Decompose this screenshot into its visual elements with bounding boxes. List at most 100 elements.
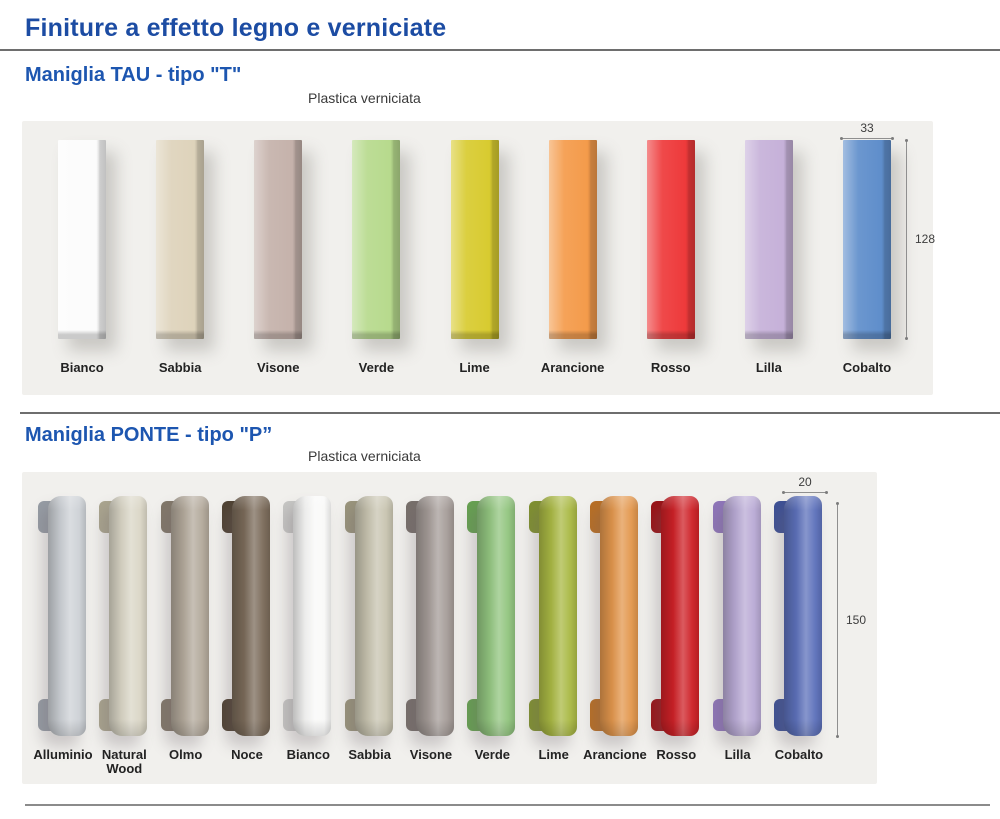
finish-label: Arancione (540, 360, 605, 375)
finish-label: Sabbia (158, 360, 202, 375)
finish-label: Sabbia (348, 747, 391, 762)
tau-handle-swatch (58, 140, 106, 339)
handle-face (48, 496, 86, 736)
handle-face (599, 496, 638, 736)
ponte-handle-swatch (220, 496, 274, 736)
handle-face (109, 496, 148, 736)
width-dimension-value: 20 (798, 475, 812, 489)
swatch-panel-ponte: Alluminio Natural Wood Olmo Noce Bianco Sabbi… (22, 472, 877, 784)
handle-face (231, 496, 270, 736)
section-heading-tau: Maniglia TAU - tipo "T" (25, 64, 242, 86)
tau-handle-swatch (548, 140, 597, 339)
finish-label: Lime (459, 360, 490, 375)
height-dimension-ponte: 150 (836, 502, 867, 738)
page-bottom-divider (25, 804, 990, 806)
swatch-row-tau: Bianco Sabbia Visone Verde Lime Arancione Ross… (22, 121, 933, 375)
finish-column: Rosso (643, 140, 699, 375)
handle-face (661, 496, 700, 736)
finish-column: Lilla (741, 140, 797, 375)
finish-label: Lilla (755, 360, 782, 375)
tau-handle-swatch (450, 140, 499, 339)
finish-column: Cobalto (772, 496, 826, 776)
ponte-handle-swatch (649, 496, 703, 736)
finish-label: Verde (358, 360, 395, 375)
swatch-row-ponte: Alluminio Natural Wood Olmo Noce Bianco Sabbi… (22, 472, 877, 776)
handle-face (170, 496, 209, 736)
finish-label: Cobalto (774, 747, 824, 762)
dimension-line (782, 491, 828, 494)
finish-column: Rosso (649, 496, 703, 776)
ponte-handle-swatch (343, 496, 397, 736)
finish-column: Bianco (54, 140, 110, 375)
tau-handle-swatch (744, 140, 793, 339)
finish-column: Visone (250, 140, 306, 375)
finish-column: Cobalto (839, 140, 895, 375)
finish-label: Olmo (169, 747, 203, 762)
finish-label: Bianco (286, 747, 330, 762)
handle-face (722, 496, 761, 736)
ponte-handle-swatch (465, 496, 519, 736)
title-underline (0, 49, 1000, 51)
dimension-line (905, 139, 908, 340)
finish-column: Lilla (711, 496, 765, 776)
handle-face (477, 496, 516, 736)
finish-column: Natural Wood (97, 496, 151, 776)
finish-label: Alluminio (33, 747, 93, 762)
finish-column: Lime (447, 140, 503, 375)
finish-label: Arancione (583, 747, 647, 762)
finish-column: Lime (527, 496, 581, 776)
handle-face (354, 496, 393, 736)
ponte-handle-swatch (772, 496, 826, 736)
swatch-panel-tau: Bianco Sabbia Visone Verde Lime Arancione Ross… (22, 121, 936, 395)
height-dimension-value: 150 (846, 612, 867, 627)
ponte-handle-swatch (404, 496, 458, 736)
ponte-handle-swatch (159, 496, 213, 736)
finish-label: Lime (538, 747, 569, 762)
finish-label: Natural Wood (101, 747, 147, 776)
finish-label: Visone (257, 360, 300, 375)
finish-column: Sabbia (343, 496, 397, 776)
finish-label: Rosso (656, 747, 697, 762)
ponte-handle-swatch (711, 496, 765, 736)
dimension-line (840, 137, 894, 140)
finish-column: Bianco (281, 496, 335, 776)
page-title: Finiture a effetto legno e verniciate (25, 14, 447, 42)
width-dimension-tau: 33 (840, 121, 894, 140)
width-dimension-value: 33 (860, 121, 874, 135)
tau-handle-swatch (254, 140, 303, 339)
ponte-handle-swatch (36, 496, 90, 736)
handle-face (783, 496, 822, 736)
finish-label: Noce (231, 747, 263, 762)
finish-column: Sabbia (152, 140, 208, 375)
height-dimension-value: 128 (915, 232, 936, 246)
ponte-handle-swatch (588, 496, 642, 736)
finish-column: Verde (465, 496, 519, 776)
finish-column: Arancione (583, 496, 647, 776)
finish-column: Alluminio (33, 496, 93, 776)
handle-face (415, 496, 454, 736)
finish-label: Bianco (60, 360, 104, 375)
ponte-handle-swatch (527, 496, 581, 736)
material-label-tau: Plastica verniciata (308, 90, 421, 106)
finish-label: Rosso (650, 360, 691, 375)
section-heading-ponte: Maniglia PONTE - tipo "P” (25, 424, 273, 446)
ponte-handle-swatch (281, 496, 335, 736)
finish-column: Visone (404, 496, 458, 776)
handle-face (538, 496, 577, 736)
tau-handle-swatch (843, 140, 891, 339)
tau-handle-swatch (352, 140, 401, 339)
tau-handle-swatch (646, 140, 695, 339)
tau-handle-swatch (156, 140, 205, 339)
finish-column: Noce (220, 496, 274, 776)
section-divider (20, 412, 1000, 414)
finish-label: Lilla (724, 747, 751, 762)
width-dimension-ponte: 20 (782, 475, 828, 494)
handle-face (293, 496, 332, 736)
finish-column: Olmo (159, 496, 213, 776)
dimension-line (836, 502, 839, 738)
finish-column: Verde (348, 140, 404, 375)
ponte-handle-swatch (97, 496, 151, 736)
finish-label: Cobalto (842, 360, 892, 375)
height-dimension-tau: 128 (905, 139, 936, 340)
